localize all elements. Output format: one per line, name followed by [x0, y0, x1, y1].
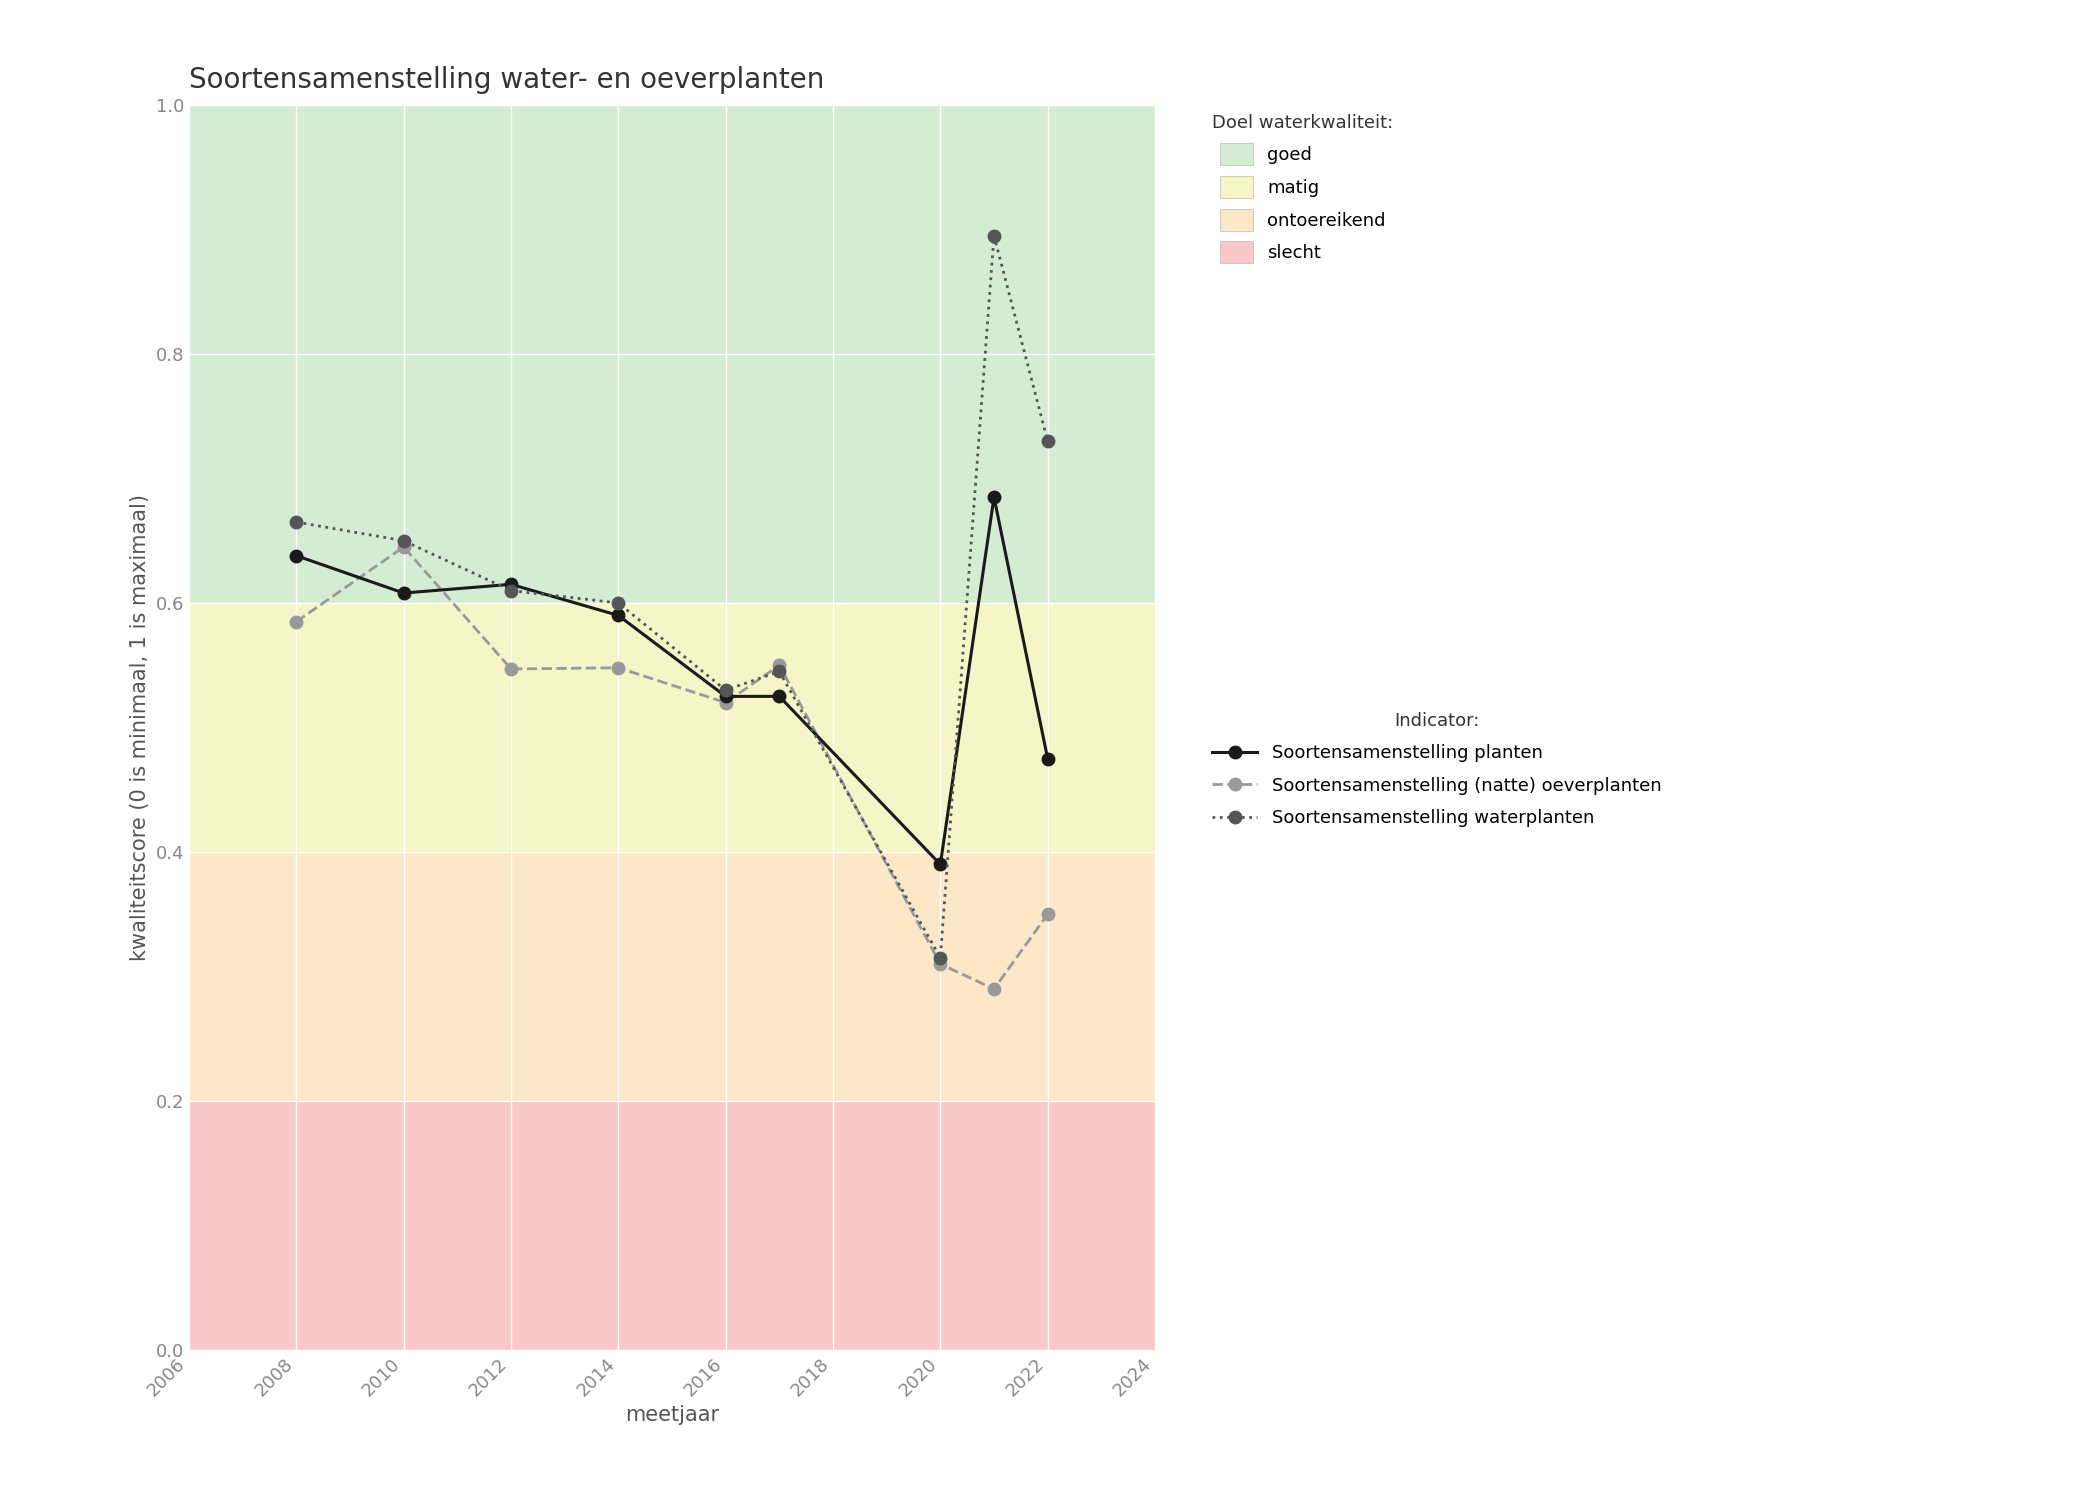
- Bar: [189, 105, 1155, 603]
- Y-axis label: kwaliteitscore (0 is minimaal, 1 is maximaal): kwaliteitscore (0 is minimaal, 1 is maxi…: [130, 494, 149, 962]
- Text: Soortensamenstelling water- en oeverplanten: Soortensamenstelling water- en oeverplan…: [189, 66, 825, 94]
- X-axis label: meetjaar: meetjaar: [626, 1406, 718, 1425]
- Bar: [189, 603, 1155, 852]
- Bar: [189, 852, 1155, 1101]
- Bar: [189, 1101, 1155, 1350]
- Legend: Soortensamenstelling planten, Soortensamenstelling (natte) oeverplanten, Soorten: Soortensamenstelling planten, Soortensam…: [1212, 711, 1661, 827]
